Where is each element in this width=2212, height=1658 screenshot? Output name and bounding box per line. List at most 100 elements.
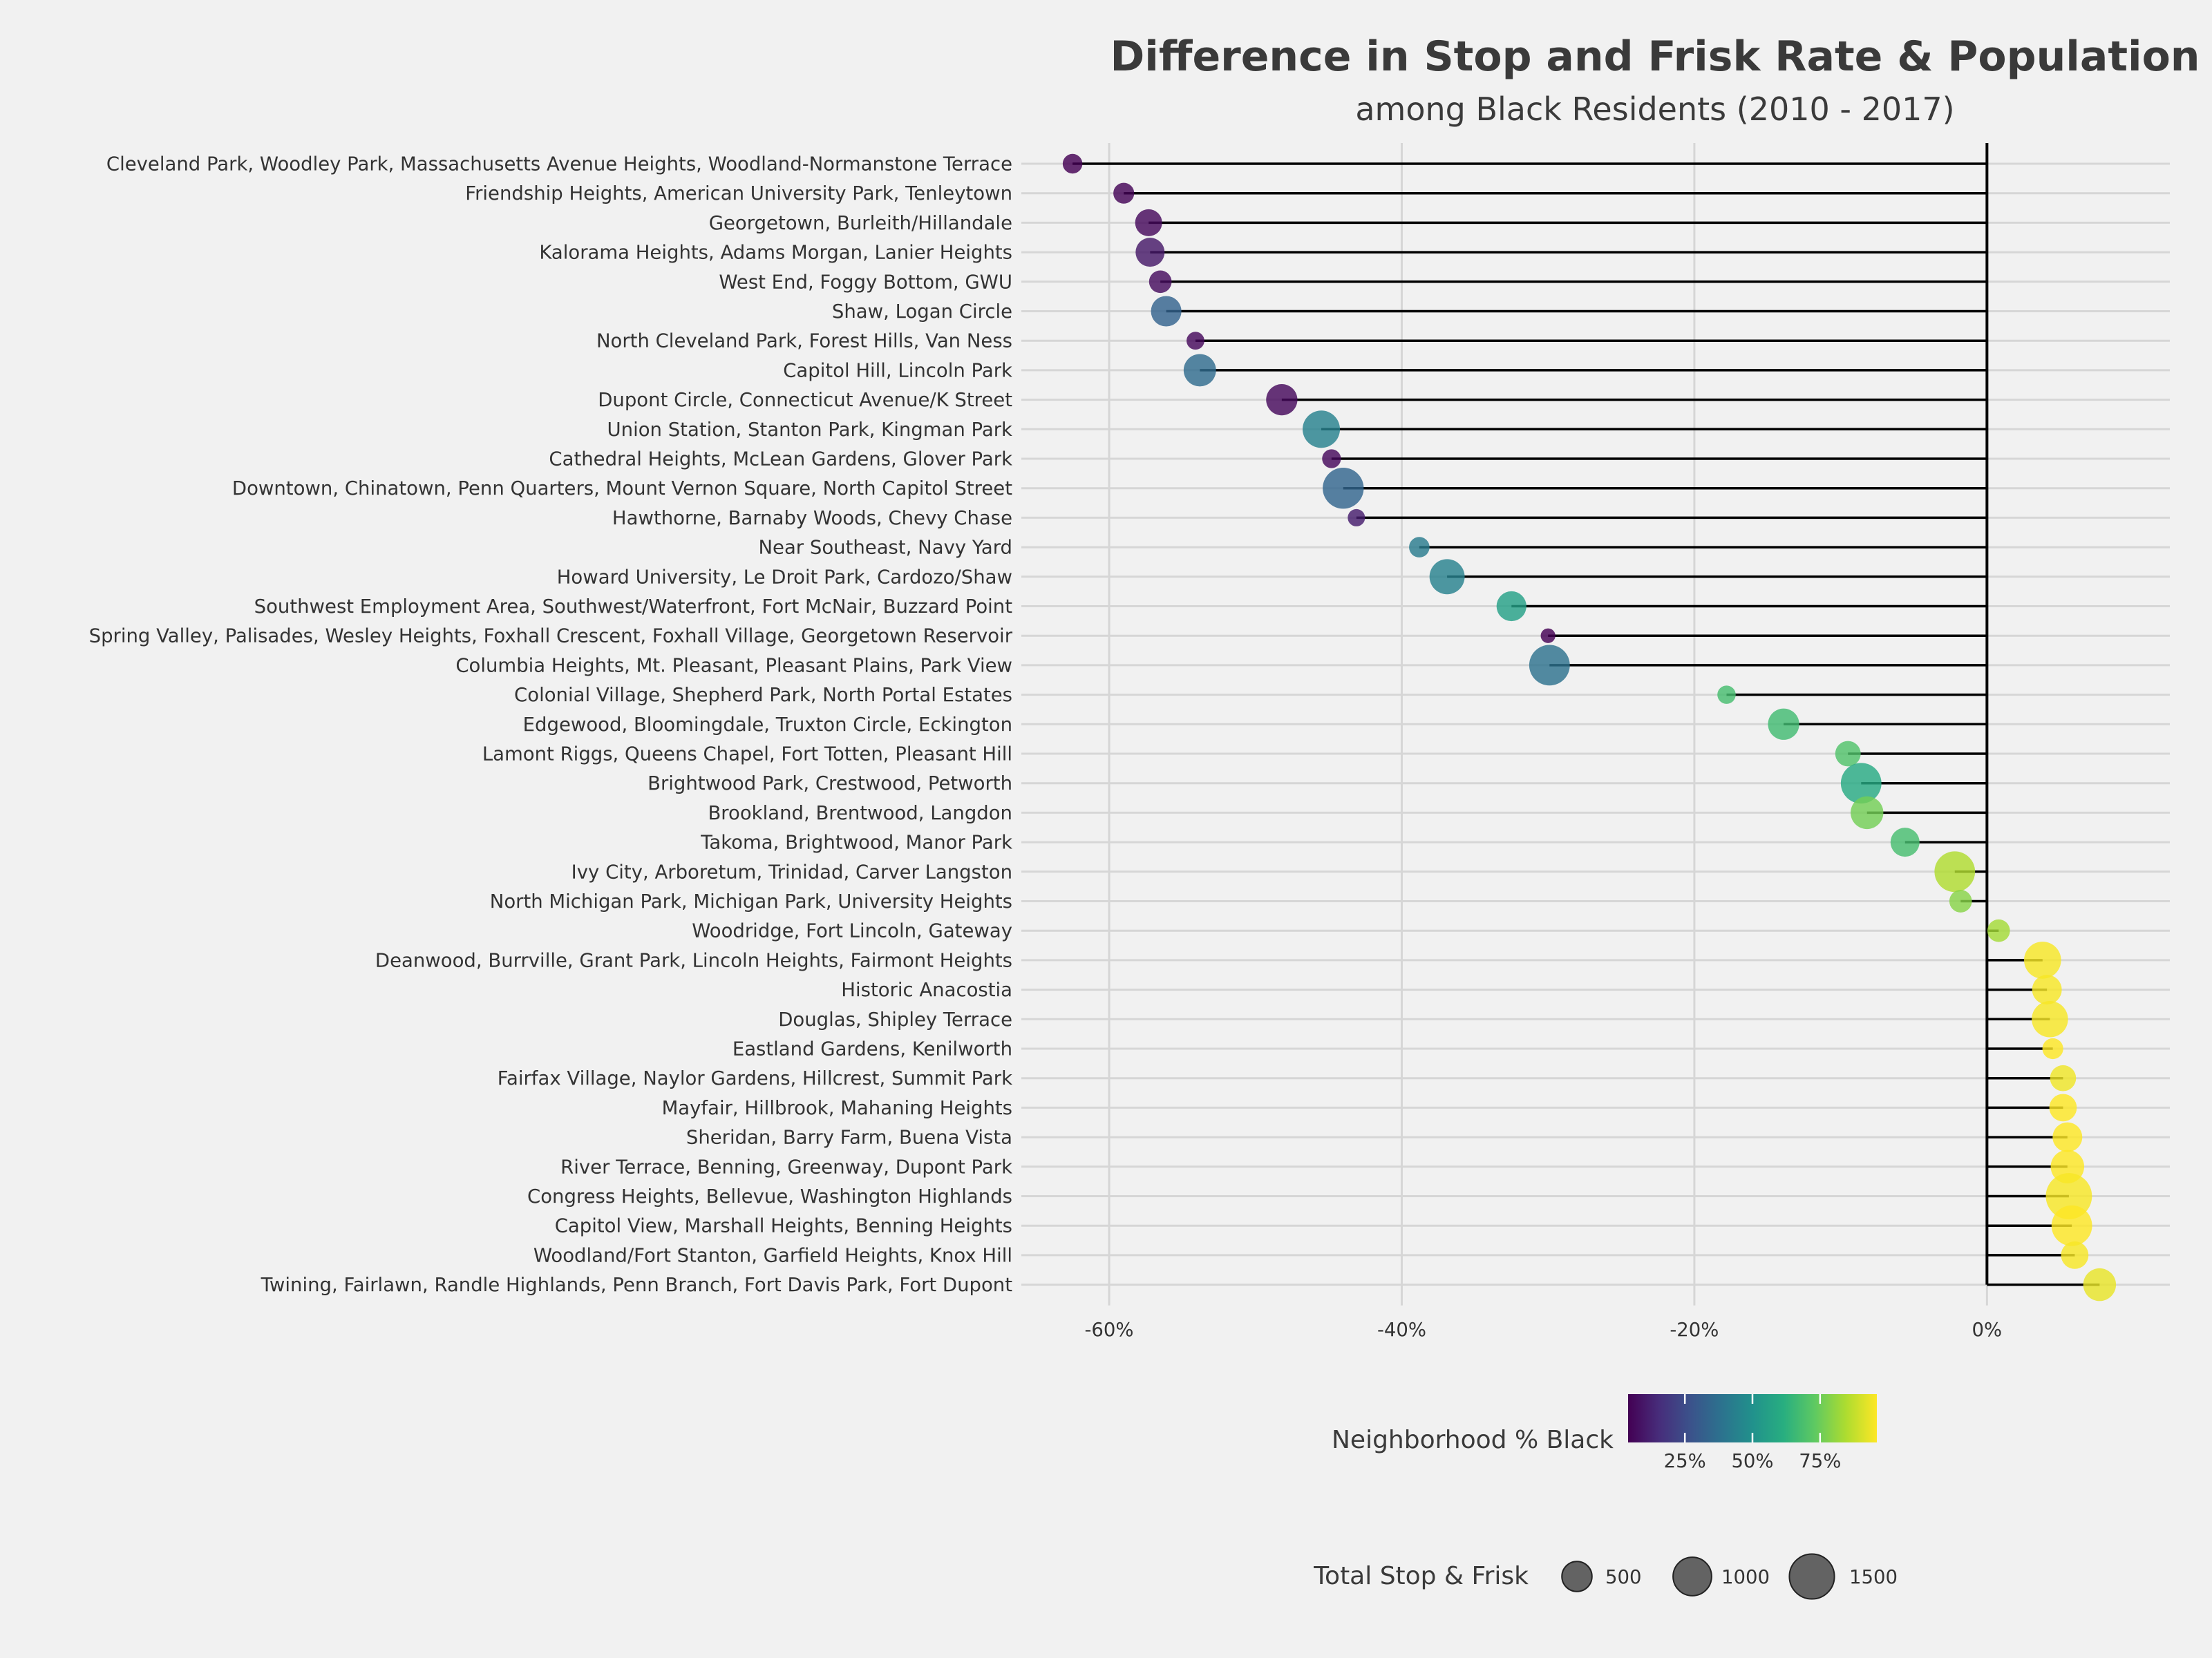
neighborhood-label: Woodridge, Fort Lincoln, Gateway: [692, 920, 1012, 942]
neighborhood-label: Mayfair, Hillbrook, Mahaning Heights: [662, 1097, 1012, 1119]
neighborhood-label: Friendship Heights, American University …: [465, 182, 1012, 204]
lollipop-dot: [1148, 270, 1172, 294]
lollipop-dot: [1768, 708, 1799, 740]
neighborhood-label: River Terrace, Benning, Greenway, Dupont…: [560, 1156, 1012, 1178]
lollipop-dot: [1890, 828, 1920, 857]
lollipop-dot: [1322, 449, 1341, 468]
x-tick-label: 0%: [1972, 1319, 2003, 1341]
lollipop-dot: [2050, 1065, 2077, 1092]
color-legend: Neighborhood % Black 25% 50% 75%: [1332, 1394, 1877, 1472]
lollipop-dot: [1409, 537, 1430, 558]
neighborhood-label: Columbia Heights, Mt. Pleasant, Pleasant…: [455, 654, 1012, 676]
lollipop-dot: [1135, 209, 1162, 236]
lollipop-dot: [1496, 591, 1526, 622]
neighborhood-label: Dupont Circle, Connecticut Avenue/K Stre…: [598, 389, 1012, 411]
neighborhood-label: Capitol View, Marshall Heights, Benning …: [555, 1215, 1012, 1237]
x-tick-label: -20%: [1670, 1319, 1719, 1341]
size-legend-label: 1500: [1849, 1566, 1898, 1588]
neighborhood-label: Cathedral Heights, McLean Gardens, Glove…: [549, 448, 1012, 470]
lollipop-dot: [1323, 468, 1364, 509]
neighborhood-label: Southwest Employment Area, Southwest/Wat…: [254, 595, 1013, 618]
neighborhood-label: Union Station, Stanton Park, Kingman Par…: [607, 419, 1013, 441]
x-tick-label: -40%: [1377, 1319, 1426, 1341]
neighborhood-label: Kalorama Heights, Adams Morgan, Lanier H…: [539, 242, 1012, 264]
lollipop-dot: [1187, 332, 1204, 350]
lollipop-dot: [2049, 1094, 2077, 1122]
neighborhood-label: Shaw, Logan Circle: [832, 301, 1012, 323]
neighborhood-label: Edgewood, Bloomingdale, Truxton Circle, …: [523, 714, 1012, 736]
neighborhood-label: Twining, Fairlawn, Randle Highlands, Pen…: [261, 1274, 1013, 1296]
lollipop-dot: [2052, 1122, 2083, 1152]
lollipop-dot: [1851, 796, 1884, 830]
neighborhood-label: Congress Heights, Bellevue, Washington H…: [527, 1185, 1012, 1208]
lollipop-dot: [2061, 1241, 2089, 1269]
lollipop-dot: [1429, 559, 1465, 595]
lollipop-dots: [1062, 153, 2117, 1302]
neighborhood-label: Downtown, Chinatown, Penn Quarters, Moun…: [232, 477, 1012, 499]
color-legend-tick-label: 75%: [1799, 1450, 1841, 1472]
lollipop-stems: [1072, 162, 2100, 1286]
neighborhood-label: Lamont Riggs, Queens Chapel, Fort Totten…: [482, 743, 1012, 765]
neighborhood-label: Brookland, Brentwood, Langdon: [708, 802, 1012, 824]
lollipop-dot: [1934, 851, 1976, 893]
chart-subtitle: among Black Residents (2010 - 2017): [1355, 90, 1954, 128]
lollipop-dot: [1540, 628, 1556, 643]
neighborhood-label: Capitol Hill, Lincoln Park: [783, 359, 1012, 381]
lollipop-dot: [1348, 508, 1365, 526]
lollipop-dot: [2051, 1205, 2092, 1246]
y-axis-labels: Cleveland Park, Woodley Park, Massachuse…: [89, 153, 1013, 1297]
neighborhood-label: Georgetown, Burleith/Hillandale: [709, 212, 1012, 234]
neighborhood-label: Hawthorne, Barnaby Woods, Chevy Chase: [612, 507, 1012, 529]
neighborhood-label: Ivy City, Arboretum, Trinidad, Carver La…: [571, 861, 1012, 883]
neighborhood-label: Fairfax Village, Naylor Gardens, Hillcre…: [498, 1067, 1012, 1089]
gridlines: [1021, 143, 2170, 1306]
size-legend-label: 1000: [1721, 1566, 1770, 1588]
size-legend-label: 500: [1605, 1566, 1642, 1588]
neighborhood-label: Colonial Village, Shepherd Park, North P…: [514, 684, 1012, 706]
size-legend-circle: [1672, 1556, 1712, 1597]
lollipop-dot: [1062, 153, 1083, 174]
lollipop-dot: [1717, 685, 1736, 704]
neighborhood-label: Eastland Gardens, Kenilworth: [732, 1038, 1012, 1060]
color-legend-title: Neighborhood % Black: [1332, 1426, 1614, 1454]
lollipop-dot: [1151, 296, 1182, 327]
lollipop-dot: [2032, 1001, 2068, 1038]
neighborhood-label: West End, Foggy Bottom, GWU: [719, 271, 1012, 293]
lollipop-dot: [2042, 1038, 2063, 1060]
lollipop-dot: [1987, 919, 2010, 942]
size-legend: Total Stop & Frisk 500 1000 1500: [1313, 1553, 1898, 1600]
color-legend-tick-label: 50%: [1731, 1450, 1773, 1472]
neighborhood-label: Historic Anacostia: [841, 979, 1012, 1001]
x-axis-ticks: -60% -40% -20% 0%: [1085, 1319, 2003, 1341]
neighborhood-label: Deanwood, Burrville, Grant Park, Lincoln…: [375, 949, 1012, 971]
neighborhood-label: Near Southeast, Navy Yard: [758, 537, 1012, 559]
lollipop-dot: [2024, 942, 2061, 979]
lollipop-dot: [1949, 890, 1972, 913]
lollipop-dot: [1840, 763, 1882, 804]
lollipop-dot: [1183, 354, 1216, 387]
neighborhood-label: North Cleveland Park, Forest Hills, Van …: [596, 330, 1012, 352]
lollipop-dot: [1529, 645, 1570, 686]
neighborhood-label: Cleveland Park, Woodley Park, Massachuse…: [106, 153, 1012, 175]
neighborhood-label: Takoma, Brightwood, Manor Park: [700, 832, 1012, 854]
neighborhood-label: Sheridan, Barry Farm, Buena Vista: [686, 1127, 1012, 1149]
color-legend-tick-label: 25%: [1664, 1450, 1706, 1472]
size-legend-title: Total Stop & Frisk: [1313, 1562, 1529, 1590]
neighborhood-label: Woodland/Fort Stanton, Garfield Heights,…: [533, 1244, 1012, 1266]
lollipop-dot: [1266, 383, 1298, 416]
size-legend-circle: [1788, 1553, 1835, 1600]
lollipop-dot: [1303, 410, 1341, 448]
chart-title: Difference in Stop and Frisk Rate & Popu…: [1110, 32, 2200, 81]
neighborhood-label: Spring Valley, Palisades, Wesley Heights…: [89, 625, 1013, 647]
neighborhood-label: North Michigan Park, Michigan Park, Univ…: [490, 890, 1012, 913]
x-tick-label: -60%: [1085, 1319, 1134, 1341]
lollipop-dot: [1113, 182, 1135, 204]
color-legend-ticks: 25% 50% 75%: [1664, 1394, 1841, 1472]
size-legend-circle: [1561, 1561, 1593, 1592]
neighborhood-label: Douglas, Shipley Terrace: [778, 1009, 1012, 1031]
lollipop-dot: [1835, 741, 1861, 767]
neighborhood-label: Howard University, Le Droit Park, Cardoz…: [557, 566, 1012, 588]
lollipop-dot: [2083, 1268, 2117, 1302]
lollipop-dot: [2032, 975, 2062, 1005]
